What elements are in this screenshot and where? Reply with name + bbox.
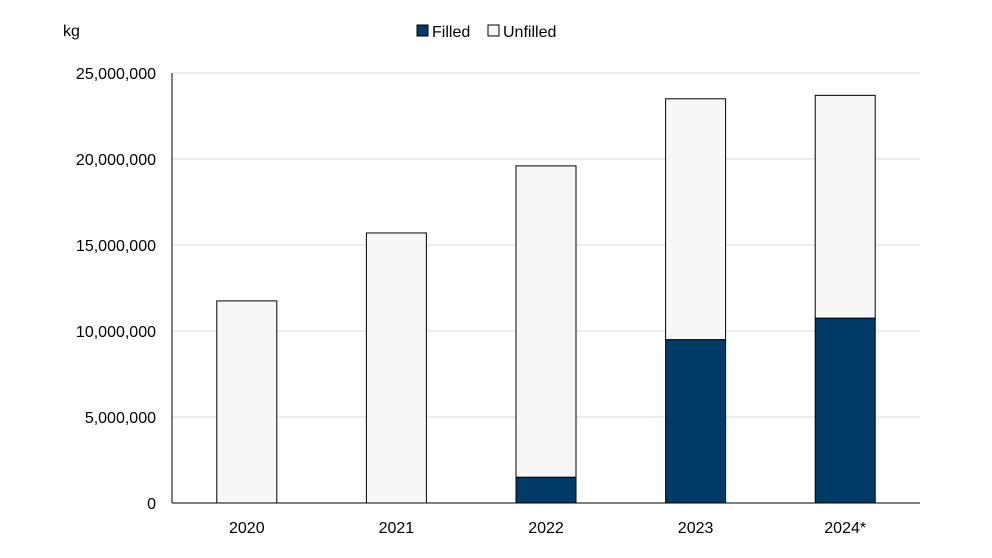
x-tick-label: 2024* bbox=[824, 520, 866, 537]
bar-unfilled-2022 bbox=[515, 165, 577, 478]
bars bbox=[216, 94, 876, 504]
x-tick-label: 2021 bbox=[379, 520, 415, 537]
bar-unfilled-2020 bbox=[216, 300, 278, 504]
legend-label-unfilled: Unfilled bbox=[503, 24, 556, 41]
y-tick-label: 5,000,000 bbox=[85, 410, 156, 427]
y-tick-label: 20,000,000 bbox=[76, 152, 156, 169]
y-axis-unit-label: kg bbox=[63, 23, 80, 40]
bar-filled-2022 bbox=[515, 476, 577, 504]
y-tick-label: 15,000,000 bbox=[76, 238, 156, 255]
legend-swatch-filled bbox=[416, 24, 429, 37]
y-axis-tick-labels: 0 5,000,000 10,000,000 15,000,000 20,000,000… bbox=[76, 66, 156, 513]
bar-filled-2024 bbox=[814, 317, 876, 504]
bar-unfilled-2023 bbox=[665, 98, 727, 341]
x-tick-label: 2020 bbox=[229, 520, 265, 537]
legend-swatch-unfilled bbox=[487, 24, 500, 37]
bar-unfilled-2024 bbox=[814, 94, 876, 319]
x-axis-tick-labels: 2020 2021 2022 2023 2024* bbox=[229, 520, 866, 537]
y-tick-label: 25,000,000 bbox=[76, 66, 156, 83]
bar-unfilled-2021 bbox=[365, 232, 427, 504]
x-tick-label: 2023 bbox=[678, 520, 714, 537]
legend: Filled Unfilled bbox=[416, 24, 556, 41]
y-tick-label: 10,000,000 bbox=[76, 324, 156, 341]
bar-filled-2023 bbox=[665, 339, 727, 504]
axes bbox=[171, 73, 920, 504]
y-tick-label: 0 bbox=[147, 496, 156, 513]
x-tick-label: 2022 bbox=[528, 520, 564, 537]
legend-label-filled: Filled bbox=[432, 24, 470, 41]
